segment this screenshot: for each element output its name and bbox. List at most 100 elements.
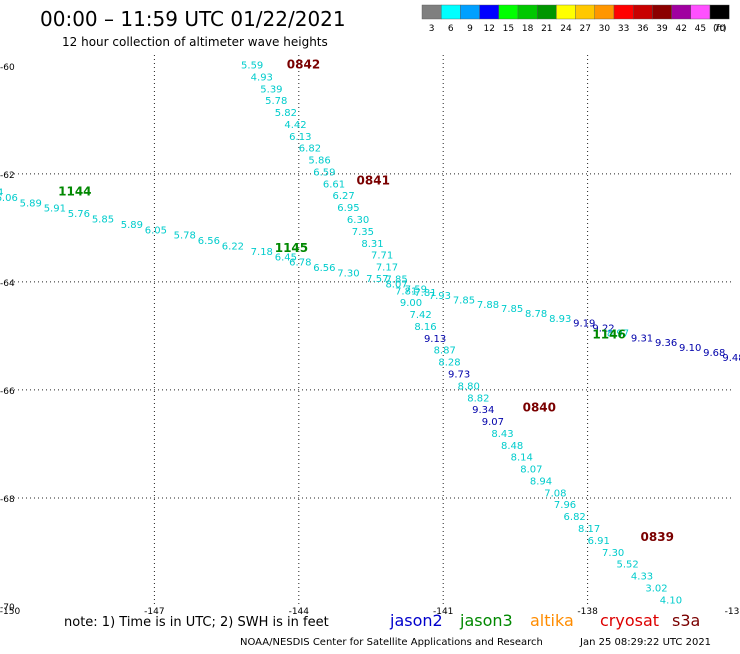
swh-reading: 7.88	[477, 300, 499, 311]
swh-reading: 9.48	[722, 353, 740, 364]
swh-reading: 9.00	[400, 298, 422, 309]
swh-reading: 5.76	[68, 209, 90, 220]
legend-swatch	[498, 4, 519, 20]
chart-title: 00:00 – 11:59 UTC 01/22/2021	[40, 7, 346, 31]
swh-reading: 8.16	[414, 322, 436, 333]
swh-reading: 6.30	[347, 215, 369, 226]
swh-reading: 3.02	[645, 583, 667, 594]
legend-label: 15	[503, 24, 514, 34]
swh-reading: 5.89	[20, 198, 42, 209]
swh-reading: 9.68	[703, 348, 725, 359]
legend-swatch	[556, 4, 576, 20]
chart-subtitle: 12 hour collection of altimeter wave hei…	[62, 35, 328, 49]
swh-readings: 5.594.935.395.785.824.426.136.825.866.59…	[0, 61, 740, 607]
y-tick-label: -70	[0, 603, 15, 613]
swh-reading: 6.95	[337, 203, 359, 214]
y-tick-label: -62	[0, 171, 15, 181]
satellite-name: jason2	[389, 611, 443, 630]
pass-time-label: 0839	[641, 530, 674, 544]
swh-reading: 9.73	[448, 369, 470, 380]
x-tick-label: -138	[577, 607, 598, 617]
swh-reading: 6.05	[145, 225, 167, 236]
y-tick-label: -64	[0, 279, 15, 289]
swh-reading: 9.31	[631, 333, 653, 344]
swh-reading: 8.97	[607, 328, 629, 339]
swh-reading: 8.82	[467, 393, 489, 404]
swh-reading: 9.22	[592, 324, 614, 335]
swh-reading: 7.17	[376, 263, 398, 274]
legend-swatch	[633, 4, 653, 20]
legend-label: 27	[579, 24, 590, 34]
y-tick-label: -66	[0, 387, 15, 397]
satellite-legend: jason2 jason3 altika cryosat s3a	[389, 611, 700, 630]
swh-reading: 4.42	[284, 120, 306, 131]
x-tick-label: -144	[289, 607, 310, 617]
y-tick-label: -60	[0, 63, 15, 73]
swh-reading: 5.78	[265, 96, 287, 107]
swh-reading: 4.10	[660, 595, 682, 606]
swh-reading: 8.14	[511, 453, 533, 464]
legend-swatch	[517, 4, 538, 20]
pass-time-label: 0842	[287, 58, 320, 72]
swh-reading: 7.81	[395, 286, 417, 297]
pass-time-label: 1145	[275, 241, 308, 255]
swh-reading: 5.78	[174, 231, 196, 242]
pass-time-label: 1144	[58, 184, 91, 198]
pass-time-labels: 0842 0841 0840 0839 1144 1145 1146	[58, 58, 674, 545]
legend-label: 70	[714, 24, 726, 34]
legend-label: 12	[483, 24, 494, 34]
legend-label: 21	[541, 24, 552, 34]
swh-reading: 8.43	[491, 429, 513, 440]
x-tick-label: -150	[0, 607, 20, 617]
legend-swatch	[441, 4, 461, 20]
credit-text: NOAA/NESDIS Center for Satellite Applica…	[240, 637, 543, 648]
color-scale-legend: 3 6 9 12 15 18 21 24 27 30 33 36 39 42 45 70	[421, 4, 730, 34]
swh-reading: 7.71	[371, 251, 393, 262]
swh-reading: 9.19	[573, 319, 595, 330]
satellite-name: cryosat	[600, 611, 659, 630]
swh-reading: 6.91	[588, 536, 610, 547]
swh-reading: 7.42	[410, 310, 432, 321]
grid-lines	[10, 55, 732, 606]
swh-reading: 7.59	[405, 285, 427, 296]
pass-time-label: 0841	[357, 174, 390, 188]
legend-swatch	[421, 4, 442, 20]
legend-swatch	[709, 4, 730, 20]
swh-reading: 8.07	[385, 279, 407, 290]
swh-reading: 6.22	[222, 241, 244, 252]
swh-reading: 7.30	[602, 548, 624, 559]
legend-label: 45	[695, 24, 706, 34]
swh-reading: 9.07	[482, 417, 504, 428]
swh-reading: 9.10	[679, 343, 701, 354]
swh-reading: 7.85	[385, 274, 407, 285]
swh-reading: 5.91	[44, 204, 66, 215]
swh-reading: 8.48	[501, 441, 523, 452]
swh-reading: 5.59	[241, 61, 263, 72]
legend-swatch	[594, 4, 615, 20]
swh-reading: 4.33	[631, 572, 653, 583]
swh-reading: 6.06	[0, 193, 18, 204]
swh-reading: 7.85	[453, 295, 475, 306]
swh-reading: 7.57	[366, 274, 388, 285]
timestamp-text: Jan 25 08:29:22 UTC 2021	[579, 637, 711, 648]
satellite-name: jason3	[459, 611, 513, 630]
legend-swatch	[671, 4, 691, 20]
legend-label: 3	[429, 24, 435, 34]
legend-label: 36	[637, 24, 649, 34]
swh-reading: 7.93	[429, 291, 451, 302]
legend-label: 6	[448, 24, 454, 34]
swh-reading: 8.87	[434, 346, 456, 357]
swh-reading: 7.96	[554, 500, 576, 511]
swh-reading: 6.59	[313, 167, 335, 178]
y-tick-label: -68	[0, 495, 15, 505]
legend-label: 30	[599, 24, 611, 34]
legend-label: 42	[675, 24, 686, 34]
swh-reading: 8.17	[578, 524, 600, 535]
legend-swatch	[460, 4, 480, 20]
swh-reading: 7.81	[414, 288, 436, 299]
x-tick-label: -147	[144, 607, 164, 617]
x-axis-ticks: -150 -147 -144 -141 -138 -13	[0, 607, 739, 617]
swh-reading: 8.31	[361, 239, 383, 250]
y-axis-ticks: -60 -62 -64 -66 -68 -70	[0, 63, 15, 613]
